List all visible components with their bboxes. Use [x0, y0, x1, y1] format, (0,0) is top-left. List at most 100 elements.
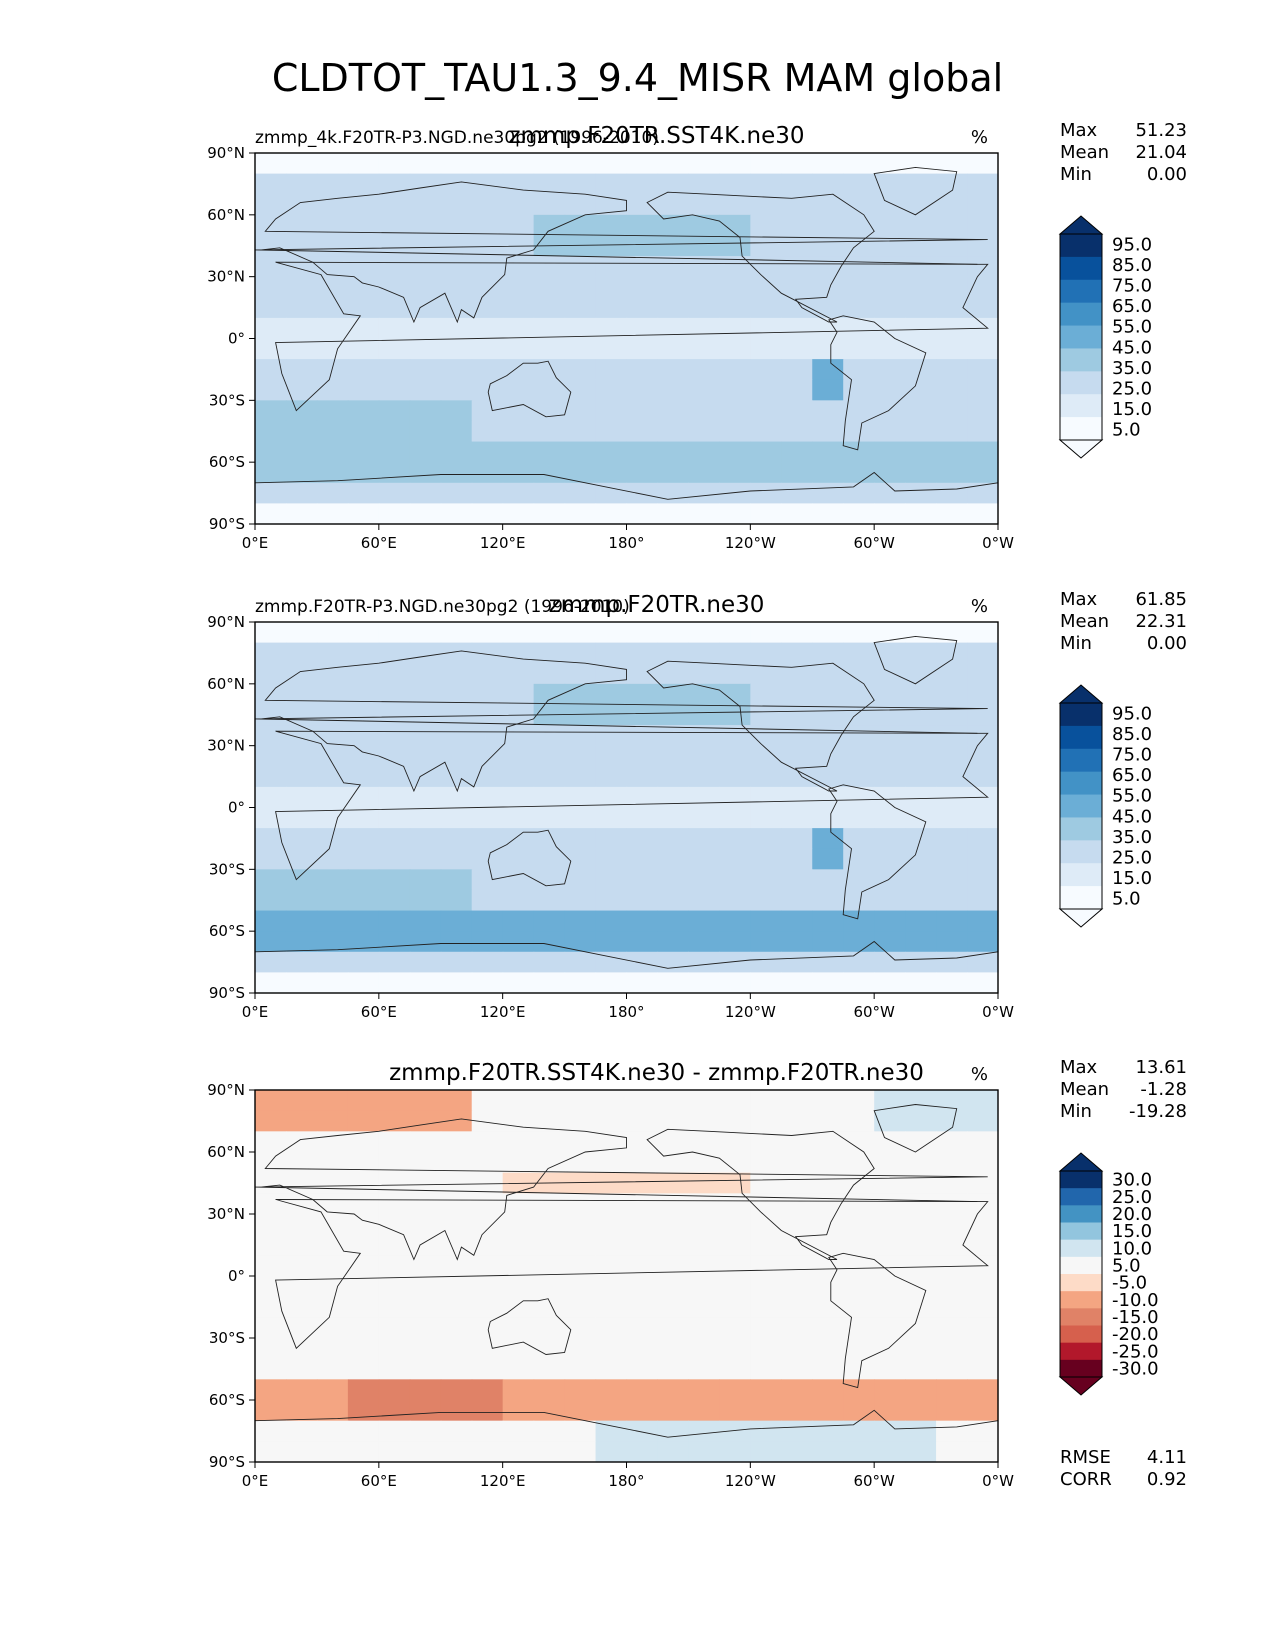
field-cell	[967, 1172, 999, 1194]
colorbar-label: -15.0	[1112, 1307, 1159, 1328]
field-cell	[750, 1296, 782, 1318]
field-cell	[471, 173, 504, 195]
field-cell	[750, 359, 782, 381]
field-cell	[812, 1172, 844, 1194]
field-cell	[874, 1379, 906, 1401]
field-cell	[874, 420, 906, 443]
field-cell	[347, 400, 380, 422]
field-cell	[564, 503, 597, 525]
field-cell	[440, 1317, 473, 1339]
field-cell	[750, 276, 782, 298]
field-cell	[533, 1234, 566, 1256]
field-cell	[440, 951, 473, 973]
y-tick-label: 90°S	[209, 1453, 245, 1471]
field-cell	[657, 931, 690, 953]
field-cell	[688, 462, 720, 484]
field-cell	[533, 338, 566, 360]
field-cell	[750, 1276, 782, 1298]
field-cell	[440, 1338, 473, 1360]
field-cell	[843, 359, 875, 381]
field-cell	[626, 642, 659, 664]
coastline	[254, 1118, 988, 1261]
field-cell	[719, 910, 751, 932]
field-cell	[595, 1234, 628, 1256]
field-cell	[378, 1234, 411, 1256]
field-cell	[750, 931, 782, 953]
field-cell	[595, 1400, 628, 1422]
field-cell	[688, 276, 720, 298]
field-cell	[255, 1441, 287, 1463]
field-cell	[533, 297, 566, 319]
colorbar-label: 15.0	[1112, 1221, 1152, 1242]
field-cell	[564, 441, 597, 463]
field-cell	[409, 1338, 442, 1360]
field-cell	[502, 642, 535, 664]
field-cell	[967, 1420, 999, 1442]
colorbar-label: 15.0	[1112, 399, 1152, 420]
field-cell	[874, 1400, 906, 1422]
field-cell	[409, 622, 442, 644]
colorbar-top-extend	[1058, 684, 1104, 704]
y-tick-label: 90°S	[209, 984, 245, 1002]
field-cell	[657, 869, 690, 891]
field-cell	[255, 1420, 287, 1442]
field-cell	[936, 869, 968, 891]
field-cell	[533, 1214, 566, 1236]
field-cell	[595, 931, 628, 953]
field-cell	[316, 317, 349, 340]
field-cell	[719, 786, 751, 809]
y-tick-label: 30°S	[209, 860, 245, 878]
field-cell	[409, 910, 442, 932]
field-cell	[688, 869, 720, 891]
field-cell	[533, 1090, 566, 1112]
field-cell	[502, 622, 535, 644]
stat-label: Mean	[1060, 142, 1109, 163]
field-cell	[409, 745, 442, 767]
field-cell	[967, 848, 999, 870]
field-cell	[533, 972, 566, 994]
field-cell	[688, 828, 720, 850]
field-cell	[595, 379, 628, 401]
field-cell	[409, 683, 442, 706]
field-cell	[595, 1358, 628, 1380]
field-cell	[285, 256, 318, 278]
field-cell	[812, 153, 844, 175]
field-cell	[719, 1317, 751, 1339]
colorbar-segment	[1060, 794, 1102, 818]
x-tick-label: 120°W	[725, 534, 776, 552]
field-cell	[409, 889, 442, 912]
field-cell	[285, 379, 318, 401]
field-cell	[347, 173, 380, 195]
field-cell	[719, 1276, 751, 1298]
field-cell	[905, 503, 937, 525]
field-cell	[967, 1090, 999, 1112]
field-cell	[719, 889, 751, 912]
field-cell	[843, 1276, 875, 1298]
field-cell	[409, 379, 442, 401]
field-cell	[502, 848, 535, 870]
field-cell	[409, 1152, 442, 1174]
field-cell	[905, 889, 937, 912]
field-cell	[626, 972, 659, 994]
field-cell	[285, 745, 318, 767]
field-cell	[255, 807, 287, 829]
field-cell	[502, 1420, 535, 1442]
field-cell	[626, 869, 659, 891]
field-cell	[905, 214, 937, 237]
field-cell	[409, 256, 442, 278]
field-cell	[440, 276, 473, 298]
field-cell	[409, 1420, 442, 1442]
colorbar-bottom-extend	[1058, 1376, 1104, 1396]
field-cell	[657, 297, 690, 319]
field-cell	[378, 441, 411, 463]
field-cell	[533, 1255, 566, 1277]
field-cell	[812, 1420, 844, 1442]
field-cell	[440, 766, 473, 788]
field-cell	[626, 153, 659, 175]
field-cell	[626, 276, 659, 298]
field-cell	[719, 1338, 751, 1360]
field-cell	[626, 1110, 659, 1132]
field-cell	[502, 786, 535, 809]
field-cell	[564, 173, 597, 195]
field-cell	[347, 153, 380, 175]
